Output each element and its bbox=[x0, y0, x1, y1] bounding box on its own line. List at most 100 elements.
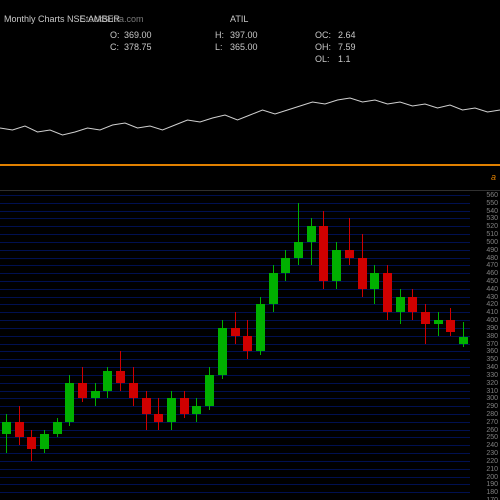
y-axis-label: 420 bbox=[486, 301, 498, 308]
candle-panel: 1701801902002102202302402502602702802903… bbox=[0, 195, 500, 500]
stat-oc: 2.64 bbox=[338, 30, 356, 40]
stat-oh-label: OH: bbox=[315, 42, 331, 52]
candle-body bbox=[192, 406, 201, 414]
stat-o-label: O: bbox=[110, 30, 120, 40]
grid-line bbox=[0, 211, 470, 212]
candle-body bbox=[434, 320, 443, 324]
candle-wick bbox=[349, 218, 350, 265]
grid-line bbox=[0, 203, 470, 204]
y-axis-label: 380 bbox=[486, 333, 498, 340]
line-chart bbox=[0, 60, 500, 160]
watermark: StockSutra.com bbox=[80, 14, 144, 24]
candle-body bbox=[154, 414, 163, 422]
y-axis-label: 460 bbox=[486, 270, 498, 277]
stat-c: 378.75 bbox=[124, 42, 152, 52]
stat-oh: 7.59 bbox=[338, 42, 356, 52]
panel-separator bbox=[0, 164, 500, 166]
y-axis-label: 500 bbox=[486, 239, 498, 246]
candle-body bbox=[91, 391, 100, 399]
y-axis-label: 370 bbox=[486, 341, 498, 348]
grid-line bbox=[0, 258, 470, 259]
y-axis-label: 340 bbox=[486, 364, 498, 371]
grid-line bbox=[0, 351, 470, 352]
grid-line bbox=[0, 265, 470, 266]
stat-l: 365.00 bbox=[230, 42, 258, 52]
candle-body bbox=[307, 226, 316, 242]
candle-body bbox=[294, 242, 303, 258]
candle-body bbox=[396, 297, 405, 313]
ticker-symbol: ATIL bbox=[230, 14, 248, 24]
stat-c-label: C: bbox=[110, 42, 119, 52]
candle-body bbox=[269, 273, 278, 304]
y-axis-label: 290 bbox=[486, 403, 498, 410]
grid-line bbox=[0, 461, 470, 462]
candle-body bbox=[319, 226, 328, 281]
candle-body bbox=[2, 422, 11, 434]
candle-body bbox=[142, 398, 151, 414]
grid-line bbox=[0, 492, 470, 493]
grid-line bbox=[0, 234, 470, 235]
y-axis-label: 390 bbox=[486, 325, 498, 332]
candle-body bbox=[370, 273, 379, 289]
grid-line bbox=[0, 375, 470, 376]
candle-body bbox=[103, 371, 112, 391]
y-axis-label: 280 bbox=[486, 411, 498, 418]
candle-wick bbox=[425, 304, 426, 343]
y-axis-label: 220 bbox=[486, 458, 498, 465]
grid-line bbox=[0, 469, 470, 470]
y-axis-label: 240 bbox=[486, 442, 498, 449]
candle-body bbox=[256, 304, 265, 351]
candle-body bbox=[231, 328, 240, 336]
candle-body bbox=[40, 434, 49, 450]
grid-line bbox=[0, 226, 470, 227]
y-axis-label: 260 bbox=[486, 427, 498, 434]
candle-body bbox=[129, 383, 138, 399]
candle-wick bbox=[6, 414, 7, 453]
y-axis-label: 270 bbox=[486, 419, 498, 426]
stat-oc-label: OC: bbox=[315, 30, 331, 40]
y-axis-label: 490 bbox=[486, 247, 498, 254]
y-axis-label: 180 bbox=[486, 489, 498, 496]
y-axis-label: 200 bbox=[486, 474, 498, 481]
stat-h: 397.00 bbox=[230, 30, 258, 40]
y-axis-label: 410 bbox=[486, 309, 498, 316]
candle-body bbox=[218, 328, 227, 375]
y-axis-label: 540 bbox=[486, 208, 498, 215]
stat-h-label: H: bbox=[215, 30, 224, 40]
candle-body bbox=[53, 422, 62, 434]
grid-line bbox=[0, 218, 470, 219]
grid-line bbox=[0, 484, 470, 485]
chart-container: Monthly Charts NSE:AMBER StockSutra.com … bbox=[0, 0, 500, 500]
stat-l-label: L: bbox=[215, 42, 223, 52]
candle-body bbox=[459, 337, 468, 344]
grid-line bbox=[0, 359, 470, 360]
candle-body bbox=[78, 383, 87, 399]
candle-body bbox=[421, 312, 430, 324]
candle-body bbox=[345, 250, 354, 258]
grid-line bbox=[0, 437, 470, 438]
sub-separator bbox=[0, 190, 500, 191]
candle-body bbox=[383, 273, 392, 312]
grid-line bbox=[0, 195, 470, 196]
y-axis-label: 520 bbox=[486, 223, 498, 230]
y-axis-label: 440 bbox=[486, 286, 498, 293]
y-axis-label: 330 bbox=[486, 372, 498, 379]
indicator-label: a bbox=[491, 172, 496, 182]
y-axis-label: 480 bbox=[486, 255, 498, 262]
grid-line bbox=[0, 422, 470, 423]
y-axis-label: 190 bbox=[486, 481, 498, 488]
y-axis-label: 230 bbox=[486, 450, 498, 457]
candle-body bbox=[116, 371, 125, 383]
candle-body bbox=[65, 383, 74, 422]
candle-body bbox=[243, 336, 252, 352]
y-axis-label: 450 bbox=[486, 278, 498, 285]
candle-body bbox=[205, 375, 214, 406]
candle-body bbox=[15, 422, 24, 438]
grid-line bbox=[0, 344, 470, 345]
grid-line bbox=[0, 250, 470, 251]
candle-body bbox=[358, 258, 367, 289]
y-axis-label: 350 bbox=[486, 356, 498, 363]
grid-line bbox=[0, 367, 470, 368]
y-axis-label: 320 bbox=[486, 380, 498, 387]
y-axis-label: 250 bbox=[486, 434, 498, 441]
